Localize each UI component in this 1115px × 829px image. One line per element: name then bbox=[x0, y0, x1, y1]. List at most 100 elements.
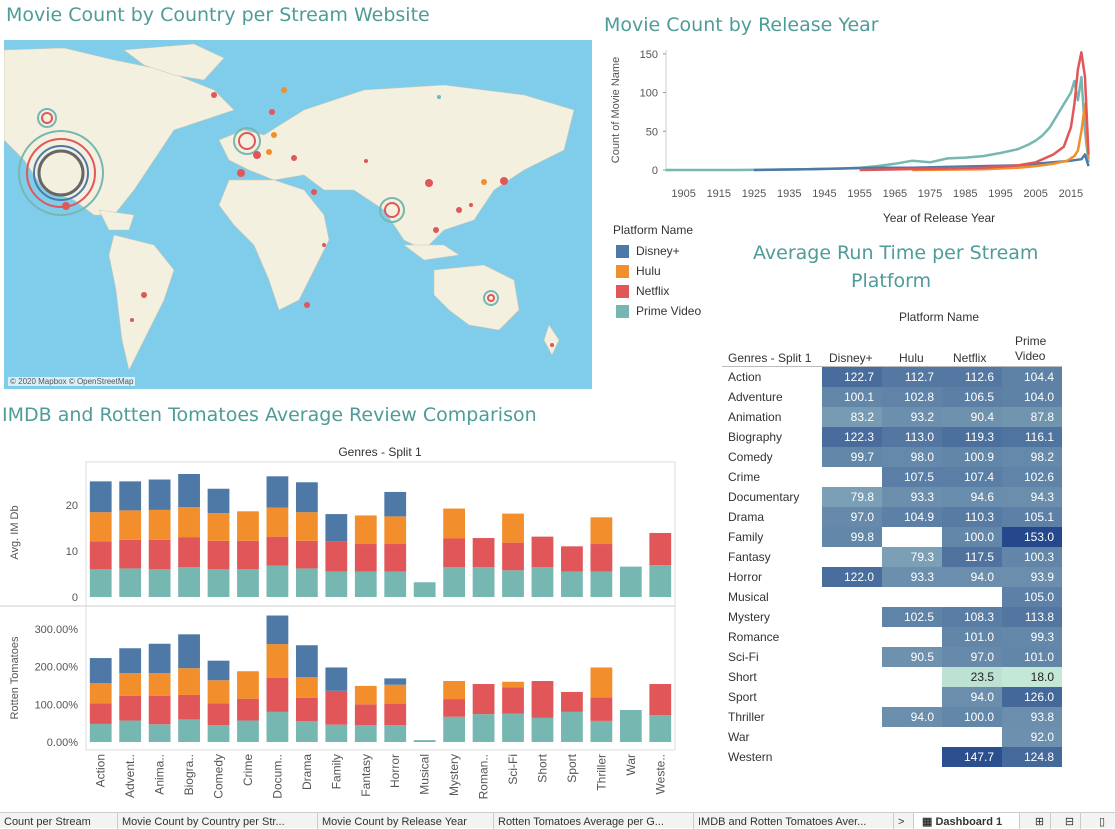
new-dashboard-icon[interactable]: ⊟ bbox=[1055, 813, 1081, 829]
tab-imdb-rotten-comparison[interactable]: IMDB and Rotten Tomatoes Aver... bbox=[694, 813, 894, 829]
tab-movie-count-by-country[interactable]: Movie Count by Country per Str... bbox=[118, 813, 318, 829]
heatmap-row-label: Horror bbox=[728, 570, 763, 584]
heatmap-cell[interactable]: 112.7 bbox=[882, 367, 942, 387]
heatmap-cell[interactable]: 94.0 bbox=[882, 707, 942, 727]
heatmap-cell[interactable]: 99.3 bbox=[1002, 627, 1062, 647]
heatmap-cell[interactable]: 100.0 bbox=[942, 527, 1002, 547]
heatmap-cell[interactable]: 102.8 bbox=[882, 387, 942, 407]
world-map[interactable]: © 2020 Mapbox © OpenStreetMap bbox=[4, 40, 592, 389]
heatmap-cell[interactable]: 100.0 bbox=[942, 707, 1002, 727]
bar-segment-netflix bbox=[384, 544, 407, 572]
heatmap-cell[interactable]: 99.7 bbox=[822, 447, 882, 467]
heatmap-cell[interactable]: 122.7 bbox=[822, 367, 882, 387]
heatmap-cell[interactable]: 23.5 bbox=[942, 667, 1002, 687]
heatmap-cell[interactable]: 94.6 bbox=[942, 487, 1002, 507]
heatmap-cell[interactable]: 153.0 bbox=[1002, 527, 1062, 547]
heatmap-row-label: Crime bbox=[728, 470, 760, 484]
heatmap-row-label: Short bbox=[728, 670, 757, 684]
bar-segment-netflix bbox=[649, 684, 672, 716]
map-attribution[interactable]: © 2020 Mapbox © OpenStreetMap bbox=[8, 377, 136, 386]
legend-item-disney[interactable]: Disney+ bbox=[616, 243, 680, 259]
heatmap-col-hulu: Hulu bbox=[899, 351, 924, 365]
heatmap-cell[interactable]: 104.9 bbox=[882, 507, 942, 527]
heatmap-cell[interactable]: 99.8 bbox=[822, 527, 882, 547]
heatmap-cell[interactable]: 93.3 bbox=[882, 487, 942, 507]
heatmap-cell[interactable]: 126.0 bbox=[1002, 687, 1062, 707]
heatmap-cell[interactable]: 122.0 bbox=[822, 567, 882, 587]
heatmap-cell[interactable]: 93.3 bbox=[882, 567, 942, 587]
heatmap-cell[interactable]: 104.0 bbox=[1002, 387, 1062, 407]
bar-segment-primevideo bbox=[590, 571, 613, 597]
heatmap-cell[interactable]: 147.7 bbox=[942, 747, 1002, 767]
heatmap-cell[interactable]: 113.8 bbox=[1002, 607, 1062, 627]
heatmap-cell[interactable]: 122.3 bbox=[822, 427, 882, 447]
heatmap-cell[interactable]: 104.4 bbox=[1002, 367, 1062, 387]
heatmap-cell[interactable]: 106.5 bbox=[942, 387, 1002, 407]
heatmap-cell[interactable]: 79.3 bbox=[882, 547, 942, 567]
bar-segment-netflix bbox=[590, 544, 613, 572]
heatmap-cell[interactable]: 93.9 bbox=[1002, 567, 1062, 587]
heatmap-cell[interactable]: 79.8 bbox=[822, 487, 882, 507]
tab-count-per-stream[interactable]: Count per Stream bbox=[0, 813, 118, 829]
release-year-line-chart[interactable]: 0 50 100 150 1905 1915 1925 1935 1945 1955 1965 197… bbox=[604, 40, 1104, 235]
heatmap-cell[interactable]: 116.1 bbox=[1002, 427, 1062, 447]
heatmap-cell[interactable]: 113.0 bbox=[882, 427, 942, 447]
heatmap-cell[interactable]: 18.0 bbox=[1002, 667, 1062, 687]
heatmap-cell[interactable]: 93.8 bbox=[1002, 707, 1062, 727]
heatmap-cell[interactable]: 83.2 bbox=[822, 407, 882, 427]
heatmap-cell[interactable]: 108.3 bbox=[942, 607, 1002, 627]
heatmap-cell[interactable]: 102.5 bbox=[882, 607, 942, 627]
bar-segment-primevideo bbox=[119, 568, 142, 597]
tab-movie-count-by-release-year[interactable]: Movie Count by Release Year bbox=[318, 813, 494, 829]
heatmap-row-label: Action bbox=[728, 370, 762, 384]
series-line-primevideo bbox=[666, 75, 1090, 172]
category-label: Roman.. bbox=[477, 754, 491, 799]
heatmap-cell[interactable]: 94.0 bbox=[942, 567, 1002, 587]
heatmap-cell[interactable]: 110.3 bbox=[942, 507, 1002, 527]
bar-segment-hulu bbox=[148, 509, 171, 540]
bar-segment-primevideo bbox=[531, 717, 554, 742]
runtime-heatmap[interactable]: Action 122.7 112.7 112.6 104.4 Adventure 100.1… bbox=[722, 367, 1062, 767]
heatmap-cell[interactable]: 117.5 bbox=[942, 547, 1002, 567]
heatmap-cell[interactable]: 97.0 bbox=[942, 647, 1002, 667]
review-stacked-bar-chart[interactable]: Genres - Split 1 0 10 20 Avg. IM Db 0.00% 100.… bbox=[0, 440, 680, 800]
heatmap-cell[interactable]: 94.3 bbox=[1002, 487, 1062, 507]
bar-segment-netflix bbox=[148, 695, 171, 725]
heatmap-cell[interactable]: 107.4 bbox=[942, 467, 1002, 487]
legend-item-hulu[interactable]: Hulu bbox=[616, 263, 661, 279]
heatmap-cell[interactable]: 100.1 bbox=[822, 387, 882, 407]
tab-scroll-right[interactable]: > bbox=[894, 813, 914, 829]
heatmap-cell[interactable]: 119.3 bbox=[942, 427, 1002, 447]
heatmap-cell[interactable]: 97.0 bbox=[822, 507, 882, 527]
heatmap-cell[interactable]: 107.5 bbox=[882, 467, 942, 487]
heatmap-col-netflix: Netflix bbox=[953, 351, 987, 365]
heatmap-cell[interactable]: 87.8 bbox=[1002, 407, 1062, 427]
heatmap-cell[interactable]: 94.0 bbox=[942, 687, 1002, 707]
heatmap-cell[interactable]: 90.4 bbox=[942, 407, 1002, 427]
heatmap-cell[interactable]: 100.3 bbox=[1002, 547, 1062, 567]
heatmap-cell[interactable]: 92.0 bbox=[1002, 727, 1062, 747]
heatmap-cell[interactable]: 101.0 bbox=[942, 627, 1002, 647]
heatmap-row-label: War bbox=[728, 730, 750, 744]
legend-item-prime[interactable]: Prime Video bbox=[616, 303, 701, 319]
new-story-icon[interactable]: ▯ bbox=[1098, 816, 1106, 828]
heatmap-cell[interactable]: 93.2 bbox=[882, 407, 942, 427]
heatmap-cell[interactable]: 105.0 bbox=[1002, 587, 1062, 607]
heatmap-cell[interactable]: 105.1 bbox=[1002, 507, 1062, 527]
heatmap-cell[interactable]: 101.0 bbox=[1002, 647, 1062, 667]
legend-item-netflix[interactable]: Netflix bbox=[616, 283, 669, 299]
bar-segment-primevideo bbox=[502, 570, 524, 597]
heatmap-cell[interactable]: 100.9 bbox=[942, 447, 1002, 467]
tab-rotten-tomatoes-average[interactable]: Rotten Tomatoes Average per G... bbox=[494, 813, 694, 829]
heatmap-cell[interactable]: 98.0 bbox=[882, 447, 942, 467]
bar-segment-primevideo bbox=[561, 571, 583, 597]
heatmap-cell[interactable]: 90.5 bbox=[882, 647, 942, 667]
heatmap-cell[interactable]: 102.6 bbox=[1002, 467, 1062, 487]
panel-y-tick-label: 0.00% bbox=[47, 737, 78, 749]
heatmap-cell[interactable]: 112.6 bbox=[942, 367, 1002, 387]
new-worksheet-icon[interactable]: ⊞ bbox=[1025, 813, 1051, 829]
heatmap-cell[interactable]: 124.8 bbox=[1002, 747, 1062, 767]
x-tick-label: 1905 bbox=[671, 188, 695, 200]
heatmap-cell[interactable]: 98.2 bbox=[1002, 447, 1062, 467]
tab-dashboard-1[interactable]: ▦ Dashboard 1 bbox=[914, 813, 1020, 829]
